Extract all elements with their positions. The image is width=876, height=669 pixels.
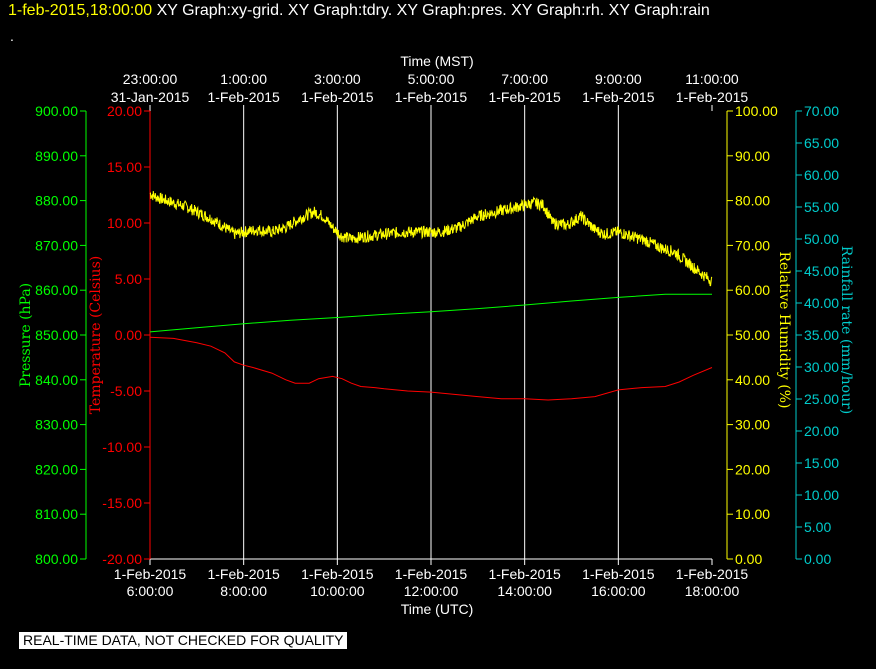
x-tick-label-date: 1-Feb-2015 xyxy=(207,566,280,582)
humidity-tick-label: 40.00 xyxy=(735,372,770,388)
x-top-tick-label-date: 1-Feb-2015 xyxy=(676,89,749,105)
pressure-series-line xyxy=(149,293,712,333)
x-top-tick-label-time: 23:00:00 xyxy=(123,71,178,87)
temperature-tick-label: 15.00 xyxy=(107,159,142,175)
humidity-series-line xyxy=(149,190,713,287)
rain-tick-label: 30.00 xyxy=(804,359,839,375)
x-tick-label-date: 1-Feb-2015 xyxy=(488,566,561,582)
pressure-tick-label: 820.00 xyxy=(35,461,78,477)
pressure-tick-label: 850.00 xyxy=(35,327,78,343)
humidity-tick-label: 60.00 xyxy=(735,282,770,298)
pressure-axis-label: Pressure (hPa) xyxy=(18,283,34,387)
x-tick-label-time: 18:00:00 xyxy=(685,583,740,599)
x-tick-label-time: 8:00:00 xyxy=(220,583,267,599)
pressure-tick-label: 810.00 xyxy=(35,506,78,522)
rain-tick-label: 15.00 xyxy=(804,455,839,471)
quality-notice: REAL-TIME DATA, NOT CHECKED FOR QUALITY xyxy=(19,632,348,649)
x-top-axis-label: Time (MST) xyxy=(400,53,473,69)
rain-axis-label: Rainfall rate (mm/hour) xyxy=(838,246,854,414)
pressure-tick-label: 800.00 xyxy=(35,551,78,567)
x-top-tick-label-time: 11:00:00 xyxy=(685,71,739,87)
humidity-tick-label: 90.00 xyxy=(735,148,770,164)
temperature-tick-label: -20.00 xyxy=(102,551,142,567)
rain-tick-label: 70.00 xyxy=(804,103,839,119)
rain-tick-label: 60.00 xyxy=(804,167,839,183)
temperature-tick-label: -10.00 xyxy=(102,439,142,455)
temperature-tick-label: 10.00 xyxy=(107,215,142,231)
humidity-tick-label: 10.00 xyxy=(735,506,770,522)
x-tick-label-time: 6:00:00 xyxy=(127,583,174,599)
x-tick-label-time: 16:00:00 xyxy=(591,583,646,599)
humidity-axis-label: Relative Humidity (%) xyxy=(776,251,792,408)
x-top-tick-label-date: 1-Feb-2015 xyxy=(582,89,655,105)
pressure-tick-label: 900.00 xyxy=(35,103,78,119)
graph-list-title: XY Graph:xy-grid. XY Graph:tdry. XY Grap… xyxy=(156,2,710,19)
rain-tick-label: 45.00 xyxy=(804,263,839,279)
temperature-tick-label: 5.00 xyxy=(115,271,142,287)
header-dot: . xyxy=(10,28,14,44)
x-top-tick-label-date: 1-Feb-2015 xyxy=(301,89,374,105)
x-top-tick-label-date: 1-Feb-2015 xyxy=(395,89,468,105)
temperature-axis-label: Temperature (Celsius) xyxy=(88,256,104,414)
pressure-tick-label: 830.00 xyxy=(35,417,78,433)
rain-tick-label: 50.00 xyxy=(804,231,839,247)
x-top-tick-label-time: 3:00:00 xyxy=(314,71,361,87)
pressure-tick-label: 880.00 xyxy=(35,193,78,209)
pressure-tick-label: 840.00 xyxy=(35,372,78,388)
rain-tick-label: 35.00 xyxy=(804,327,839,343)
humidity-tick-label: 0.00 xyxy=(735,551,762,567)
rain-tick-label: 65.00 xyxy=(804,135,839,151)
temperature-series-line xyxy=(149,336,713,401)
humidity-tick-label: 50.00 xyxy=(735,327,770,343)
x-top-tick-label-date: 31-Jan-2015 xyxy=(111,89,190,105)
x-tick-label-time: 10:00:00 xyxy=(310,583,365,599)
humidity-tick-label: 20.00 xyxy=(735,461,770,477)
x-tick-label-time: 12:00:00 xyxy=(404,583,459,599)
x-tick-label-date: 1-Feb-2015 xyxy=(301,566,374,582)
window-title: 1-feb-2015,18:00:00 XY Graph:xy-grid. XY… xyxy=(8,2,710,20)
x-top-tick-label-date: 1-Feb-2015 xyxy=(488,89,561,105)
x-tick-label-date: 1-Feb-2015 xyxy=(676,566,749,582)
temperature-tick-label: -5.00 xyxy=(110,383,142,399)
x-tick-label-date: 1-Feb-2015 xyxy=(582,566,655,582)
pressure-tick-label: 860.00 xyxy=(35,282,78,298)
humidity-tick-label: 70.00 xyxy=(735,237,770,253)
rain-tick-label: 5.00 xyxy=(804,519,831,535)
temperature-tick-label: 0.00 xyxy=(115,327,142,343)
rain-tick-label: 10.00 xyxy=(804,487,839,503)
x-tick-label-date: 1-Feb-2015 xyxy=(395,566,468,582)
x-top-tick-label-time: 7:00:00 xyxy=(501,71,548,87)
rain-tick-label: 40.00 xyxy=(804,295,839,311)
humidity-tick-label: 30.00 xyxy=(735,417,770,433)
x-tick-label-date: 1-Feb-2015 xyxy=(114,566,187,582)
temperature-tick-label: -15.00 xyxy=(102,495,142,511)
pressure-tick-label: 870.00 xyxy=(35,237,78,253)
timestamp: 1-feb-2015,18:00:00 xyxy=(8,2,153,19)
humidity-tick-label: 80.00 xyxy=(735,193,770,209)
rain-tick-label: 55.00 xyxy=(804,199,839,215)
x-top-tick-label-date: 1-Feb-2015 xyxy=(207,89,280,105)
x-tick-label-time: 14:00:00 xyxy=(497,583,552,599)
pressure-tick-label: 890.00 xyxy=(35,148,78,164)
rain-tick-label: 0.00 xyxy=(804,551,831,567)
temperature-tick-label: 20.00 xyxy=(107,103,142,119)
humidity-tick-label: 100.00 xyxy=(735,103,778,119)
rain-tick-label: 25.00 xyxy=(804,391,839,407)
x-axis-label: Time (UTC) xyxy=(401,601,474,617)
rain-tick-label: 20.00 xyxy=(804,423,839,439)
x-top-tick-label-time: 1:00:00 xyxy=(220,71,267,87)
x-top-tick-label-time: 9:00:00 xyxy=(595,71,642,87)
x-top-tick-label-time: 5:00:00 xyxy=(408,71,455,87)
